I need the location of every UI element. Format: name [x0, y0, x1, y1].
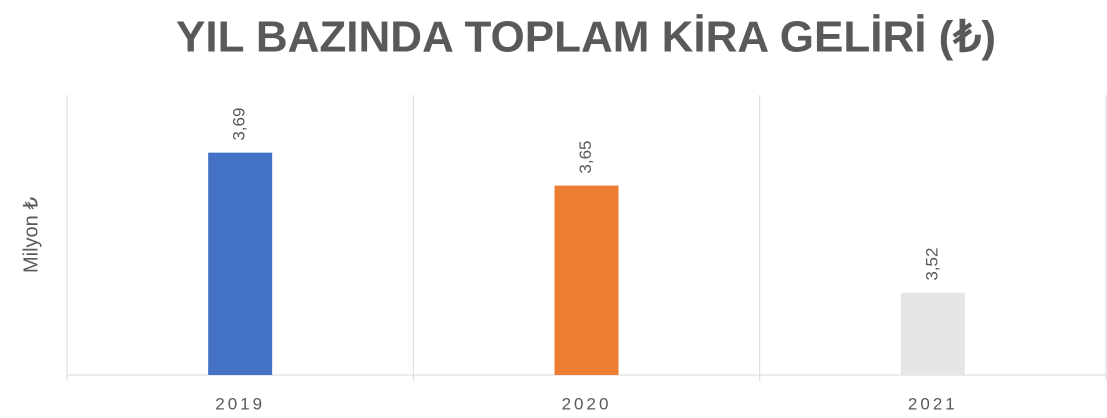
x-tick-label: 2019 [215, 394, 265, 413]
value-label: 3,69 [230, 108, 249, 141]
value-label: 3,65 [576, 140, 595, 173]
x-tick-label: 2021 [908, 394, 958, 413]
bar [208, 152, 273, 375]
x-tick-label: 2020 [562, 394, 612, 413]
bar [554, 185, 619, 375]
y-axis-label: Milyon ₺ [20, 197, 42, 273]
chart-title: YIL BAZINDA TOPLAM KİRA GELİRİ (₺) [176, 13, 996, 62]
value-label: 3,52 [922, 248, 941, 281]
bar [900, 292, 965, 375]
